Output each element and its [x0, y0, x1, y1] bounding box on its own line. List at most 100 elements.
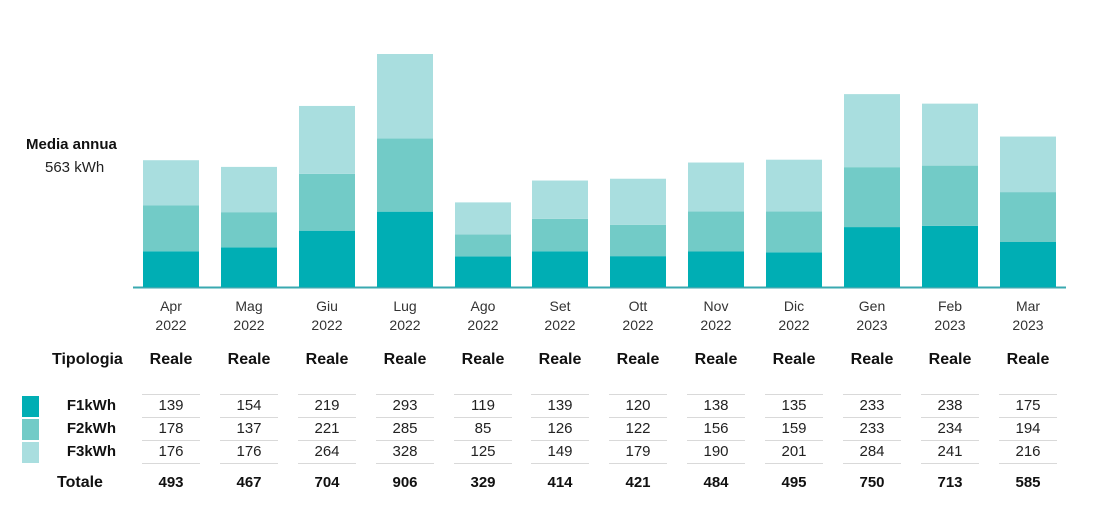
bar-segment-f1kwh-lug	[377, 211, 433, 287]
table-divider	[220, 394, 278, 395]
table-divider	[843, 463, 901, 464]
table-cell: 284	[859, 443, 885, 460]
x-tick-label: 2023	[934, 317, 965, 333]
x-tick-label: Nov	[704, 298, 729, 314]
totale-value: 713	[937, 474, 963, 491]
tipologia-value: Reale	[616, 351, 660, 368]
table-divider	[609, 463, 667, 464]
bar-segment-f3kwh-lug	[377, 54, 433, 139]
table-cell: 139	[158, 397, 184, 414]
bar-segment-f1kwh-feb	[922, 225, 978, 287]
tipologia-value: Reale	[850, 351, 894, 368]
x-tick-label: 2022	[778, 317, 809, 333]
x-tick-label: Giu	[316, 298, 338, 314]
table-divider	[376, 440, 434, 441]
table-cell: 241	[937, 443, 963, 460]
x-tick-label: Apr	[160, 298, 182, 314]
bar-segment-f2kwh-dic	[766, 211, 822, 253]
bar-segment-f2kwh-giu	[299, 173, 355, 231]
bar-segment-f2kwh-feb	[922, 165, 978, 226]
bar-segment-f3kwh-gen	[844, 94, 900, 168]
table-cell: 216	[1015, 443, 1041, 460]
table-cell: 120	[625, 397, 651, 414]
bar-segment-f3kwh-ago	[455, 202, 511, 235]
tipologia-value: Reale	[1006, 351, 1050, 368]
x-tick-label: 2023	[1012, 317, 1043, 333]
x-tick-label: Feb	[938, 298, 962, 314]
bar-segment-f3kwh-mar	[1000, 136, 1056, 193]
bar-segment-f3kwh-set	[532, 180, 588, 219]
table-divider	[220, 463, 278, 464]
table-divider	[142, 440, 200, 441]
x-tick-label: 2022	[700, 317, 731, 333]
x-tick-label: Set	[549, 298, 570, 314]
bar-segment-f2kwh-set	[532, 218, 588, 252]
table-divider	[609, 394, 667, 395]
x-tick-label: 2022	[155, 317, 186, 333]
x-tick-label: Gen	[859, 298, 885, 314]
table-divider	[765, 394, 823, 395]
series-label-f2kwh: F2kWh	[66, 420, 116, 437]
bar-segment-f1kwh-gen	[844, 227, 900, 287]
x-tick-label: 2022	[622, 317, 653, 333]
table-cell: 328	[392, 443, 418, 460]
table-cell: 159	[781, 420, 807, 437]
bar-segment-f1kwh-dic	[766, 252, 822, 287]
tipologia-value: Reale	[305, 351, 349, 368]
bar-segment-f3kwh-feb	[922, 103, 978, 166]
totale-value: 467	[236, 474, 262, 491]
bar-segment-f1kwh-apr	[143, 251, 199, 287]
table-divider	[609, 417, 667, 418]
totale-value: 704	[314, 474, 340, 491]
bar-segment-f3kwh-mag	[221, 166, 277, 213]
tipologia-value: Reale	[538, 351, 582, 368]
table-divider	[843, 417, 901, 418]
bar-segment-f1kwh-mar	[1000, 241, 1056, 287]
table-divider	[921, 417, 979, 418]
media-annua-value: 563 kWh	[45, 159, 105, 176]
table-divider	[765, 417, 823, 418]
table-cell: 149	[547, 443, 573, 460]
table-divider	[376, 463, 434, 464]
table-divider	[142, 463, 200, 464]
totale-value: 329	[470, 474, 496, 491]
table-divider	[999, 394, 1057, 395]
table-divider	[298, 463, 356, 464]
table-divider	[843, 394, 901, 395]
bar-segment-f2kwh-gen	[844, 167, 900, 228]
table-cell: 122	[625, 420, 651, 437]
table-cell: 238	[937, 397, 963, 414]
table-divider	[454, 463, 512, 464]
legend-swatch-f3kwh	[22, 442, 39, 463]
table-divider	[921, 440, 979, 441]
series-label-f3kwh: F3kWh	[66, 443, 116, 460]
table-cell: 135	[781, 397, 807, 414]
bar-segment-f3kwh-ott	[610, 178, 666, 225]
x-tick-label: 2022	[389, 317, 420, 333]
x-tick-label: 2022	[544, 317, 575, 333]
table-cell: 175	[1015, 397, 1041, 414]
bar-segment-f3kwh-apr	[143, 160, 199, 206]
table-cell: 233	[859, 420, 885, 437]
table-divider	[298, 440, 356, 441]
table-divider	[142, 394, 200, 395]
table-cell: 293	[392, 397, 418, 414]
totale-label: Totale	[57, 474, 103, 491]
bar-segment-f2kwh-lug	[377, 138, 433, 212]
table-cell: 219	[314, 397, 340, 414]
bar-segment-f2kwh-mar	[1000, 192, 1056, 242]
x-tick-label: Lug	[393, 298, 416, 314]
x-tick-label: Mar	[1016, 298, 1040, 314]
table-cell: 178	[158, 420, 184, 437]
table-divider	[531, 394, 589, 395]
table-divider	[220, 440, 278, 441]
table-divider	[376, 394, 434, 395]
bar-segment-f1kwh-nov	[688, 251, 744, 287]
totale-value: 493	[158, 474, 184, 491]
table-cell: 234	[937, 420, 963, 437]
table-cell: 285	[392, 420, 418, 437]
table-divider	[921, 463, 979, 464]
table-divider	[999, 463, 1057, 464]
media-annua-title: Media annua	[26, 136, 117, 153]
table-cell: 156	[703, 420, 729, 437]
